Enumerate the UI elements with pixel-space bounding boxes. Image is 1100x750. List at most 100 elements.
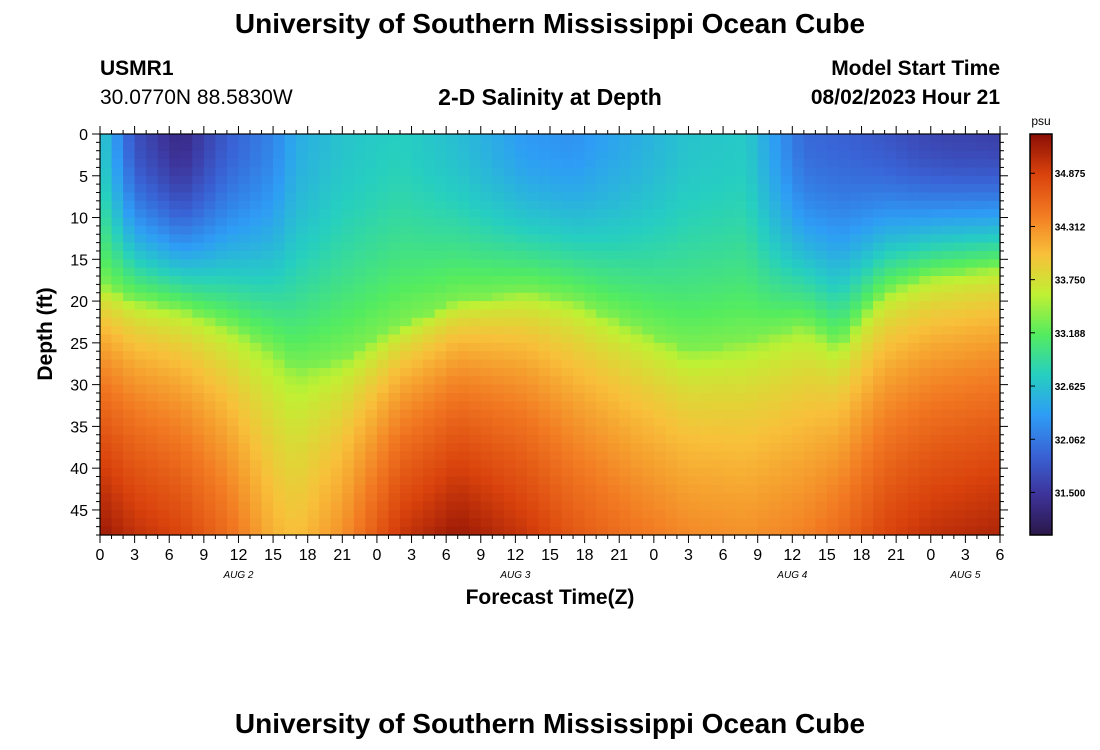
heatmap-cell — [526, 250, 540, 260]
chart-title: University of Southern Mississippi Ocean… — [234, 8, 866, 39]
heatmap-cell — [226, 426, 240, 436]
heatmap-cell — [446, 443, 459, 453]
heatmap-cell — [296, 150, 309, 160]
heatmap-cell — [215, 501, 228, 511]
heatmap-cell — [226, 284, 240, 294]
heatmap-cell — [676, 376, 690, 386]
heatmap-cell — [330, 493, 343, 503]
heatmap-cell — [100, 301, 113, 311]
heatmap-cell — [538, 434, 551, 444]
heatmap-cell — [353, 484, 366, 494]
heatmap-cell — [180, 209, 193, 219]
heatmap-cell — [965, 468, 978, 478]
heatmap-cell — [111, 225, 124, 235]
heatmap-cell — [157, 267, 170, 277]
heatmap-cell — [469, 342, 482, 352]
heatmap-cell — [273, 292, 286, 302]
heatmap-cell — [838, 192, 851, 202]
heatmap-cell — [826, 493, 840, 503]
heatmap-cell — [284, 142, 297, 152]
heatmap-cell — [146, 309, 159, 319]
heatmap-cell — [884, 259, 897, 269]
heatmap-cell — [261, 418, 274, 427]
heatmap-cell — [411, 267, 424, 277]
heatmap-cell — [111, 526, 124, 536]
heatmap-cell — [573, 376, 586, 386]
heatmap-cell — [515, 276, 528, 285]
heatmap-cell — [561, 209, 574, 219]
heatmap-cell — [780, 493, 793, 503]
heatmap-cell — [296, 376, 309, 386]
heatmap-cell — [100, 250, 113, 260]
heatmap-cell — [723, 259, 736, 269]
heatmap-cell — [988, 459, 1001, 469]
heatmap-cell — [342, 409, 355, 419]
heatmap-cell — [180, 200, 193, 210]
heatmap-cell — [873, 217, 886, 227]
heatmap-cell — [873, 476, 886, 486]
heatmap-cell — [711, 351, 724, 361]
heatmap-cell — [884, 225, 897, 235]
heatmap-cell — [250, 493, 263, 503]
heatmap-cell — [596, 292, 609, 302]
heatmap-cell — [630, 309, 643, 319]
heatmap-cell — [988, 250, 1001, 260]
heatmap-cell — [861, 284, 874, 294]
heatmap-cell — [873, 434, 886, 444]
heatmap-cell — [746, 309, 759, 319]
heatmap-cell — [630, 426, 643, 436]
heatmap-cell — [111, 301, 124, 311]
heatmap-cell — [261, 276, 274, 285]
heatmap-cell — [700, 342, 713, 352]
heatmap-cell — [261, 367, 274, 377]
y-tick-label: 20 — [70, 294, 88, 311]
heatmap-cell — [769, 225, 782, 235]
heatmap-cell — [884, 167, 897, 177]
heatmap-cell — [688, 409, 701, 419]
heatmap-cell — [307, 342, 320, 352]
heatmap-cell — [653, 184, 666, 194]
heatmap-cell — [446, 259, 459, 269]
heatmap-cell — [411, 451, 424, 461]
heatmap-cell — [700, 526, 713, 536]
heatmap-cell — [146, 259, 159, 269]
heatmap-cell — [653, 509, 666, 519]
heatmap-cell — [296, 526, 309, 536]
heatmap-cell — [573, 526, 586, 536]
heatmap-cell — [123, 217, 136, 227]
heatmap-cell — [226, 334, 240, 344]
heatmap-cell — [226, 192, 240, 202]
heatmap-cell — [907, 476, 920, 486]
heatmap-cell — [919, 384, 932, 394]
heatmap-cell — [676, 351, 690, 361]
heatmap-cell — [907, 501, 920, 511]
heatmap-cell — [238, 159, 251, 169]
heatmap-cell — [423, 326, 436, 336]
heatmap-cell — [550, 200, 563, 210]
heatmap-cell — [642, 284, 655, 294]
heatmap-cell — [780, 301, 793, 311]
heatmap-cell — [769, 209, 782, 219]
heatmap-cell — [215, 493, 228, 503]
heatmap-cell — [976, 351, 990, 361]
heatmap-cell — [711, 367, 724, 377]
heatmap-cell — [919, 175, 932, 185]
heatmap-cell — [965, 443, 978, 453]
heatmap-cell — [111, 351, 124, 361]
heatmap-cell — [942, 401, 955, 411]
heatmap-cell — [515, 367, 528, 377]
heatmap-cell — [561, 418, 574, 427]
x-tick-label: 0 — [372, 547, 381, 564]
heatmap-cell — [953, 209, 966, 219]
heatmap-cell — [757, 476, 770, 486]
heatmap-cell — [953, 167, 966, 177]
heatmap-cell — [273, 501, 286, 511]
heatmap-cell — [492, 401, 505, 411]
heatmap-cell — [619, 284, 632, 294]
heatmap-cell — [792, 159, 805, 169]
heatmap-cell — [711, 317, 724, 327]
heatmap-cell — [757, 225, 770, 235]
heatmap-cell — [503, 167, 516, 177]
heatmap-cell — [457, 418, 470, 427]
heatmap-cell — [492, 493, 505, 503]
